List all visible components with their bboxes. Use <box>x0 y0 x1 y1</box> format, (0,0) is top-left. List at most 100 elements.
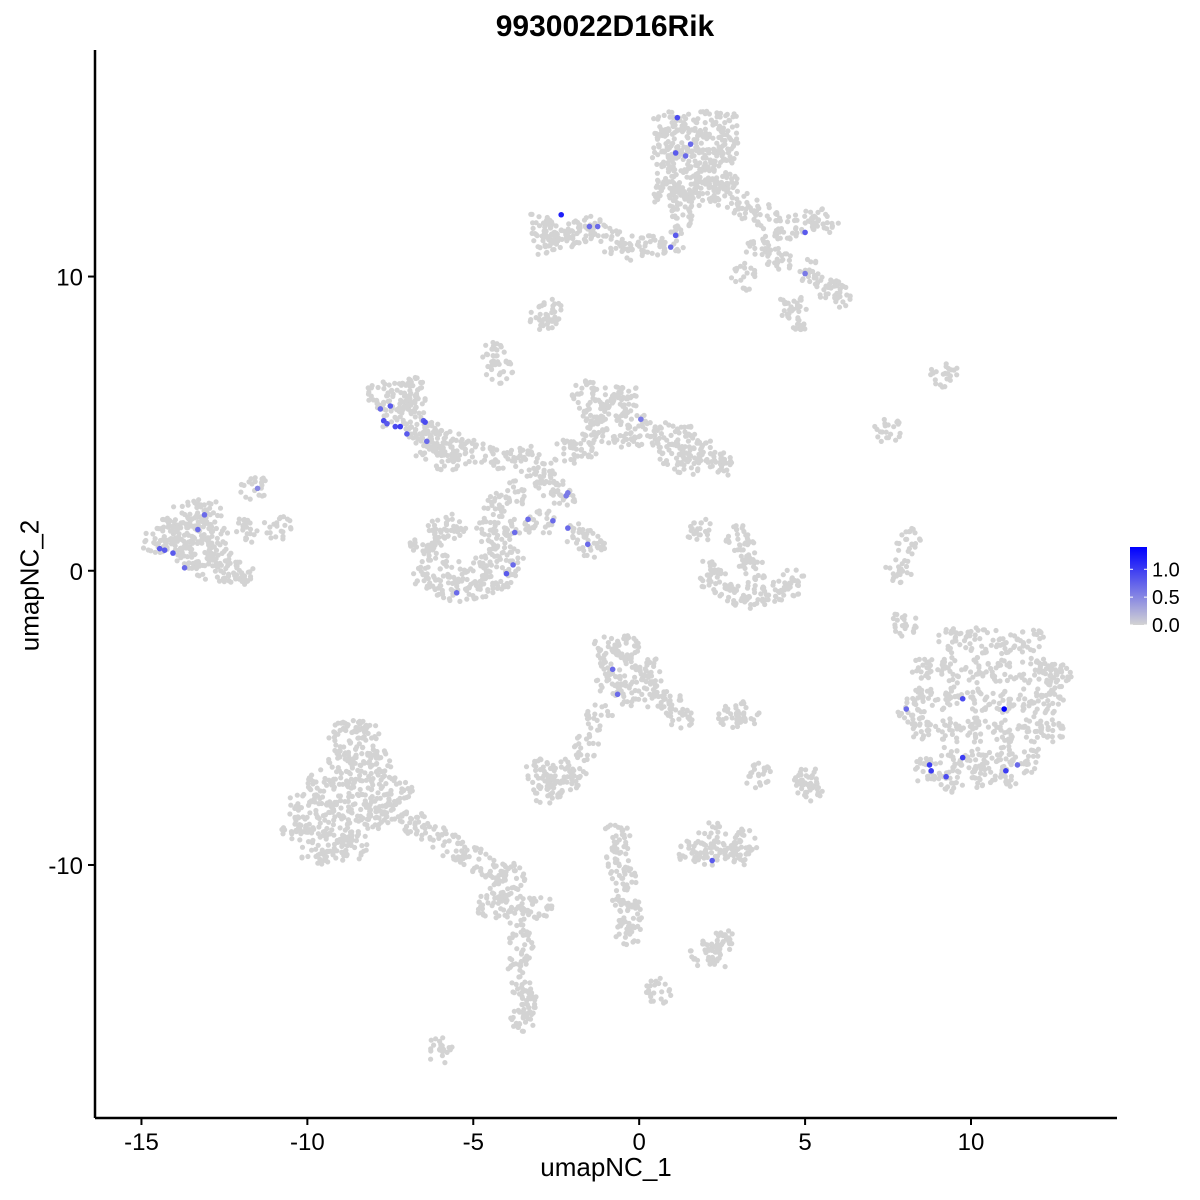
background-cell-point <box>294 792 300 798</box>
background-cell-point <box>903 529 909 535</box>
background-cell-point <box>355 767 361 774</box>
background-cell-point <box>1004 677 1011 684</box>
background-cell-point <box>497 370 504 376</box>
background-cell-point <box>683 145 689 151</box>
background-cell-point <box>623 683 629 689</box>
background-cell-point <box>208 501 214 507</box>
background-cell-point <box>535 251 541 257</box>
background-cell-point <box>280 536 286 542</box>
background-cell-point <box>785 219 791 225</box>
background-cell-point <box>375 825 381 832</box>
background-cell-point <box>1021 749 1027 755</box>
background-cell-point <box>355 829 361 835</box>
background-cell-point <box>544 786 550 792</box>
background-cell-point <box>687 175 694 181</box>
background-cell-point <box>436 534 442 540</box>
background-cell-point <box>974 720 980 726</box>
background-cell-point <box>462 441 468 447</box>
background-cell-point <box>675 437 681 443</box>
background-cell-point <box>576 521 582 527</box>
background-cell-point <box>436 591 442 598</box>
background-cell-point <box>194 572 201 578</box>
background-cell-point <box>214 535 220 541</box>
background-cell-point <box>725 706 731 712</box>
background-cell-point <box>228 579 234 585</box>
background-cell-point <box>201 520 207 526</box>
background-cell-point <box>549 231 555 237</box>
background-cell-point <box>420 548 426 554</box>
background-cell-point <box>697 526 703 532</box>
background-cell-point <box>314 793 321 799</box>
background-cell-point <box>731 142 737 148</box>
background-cell-point <box>628 242 634 248</box>
background-cell-point <box>388 764 394 770</box>
background-cell-point <box>629 393 635 399</box>
background-cell-point <box>140 545 147 551</box>
background-cell-point <box>715 469 721 475</box>
background-cell-point <box>827 229 833 235</box>
background-cell-point <box>326 809 332 816</box>
background-cell-point <box>362 833 368 839</box>
background-cell-point <box>407 419 413 425</box>
background-cell-point <box>671 136 677 142</box>
background-cell-point <box>1011 633 1018 639</box>
background-cell-point <box>232 573 238 579</box>
background-cell-point <box>521 493 527 499</box>
background-cell-point <box>819 788 825 794</box>
background-cell-point <box>715 202 722 208</box>
background-cell-point <box>1028 747 1034 753</box>
background-cell-point <box>682 204 688 210</box>
background-cell-point <box>1006 739 1012 745</box>
background-cell-point <box>590 380 596 386</box>
background-cell-point <box>563 235 569 241</box>
background-cell-point <box>398 382 404 388</box>
background-cell-point <box>685 125 691 131</box>
background-cell-point <box>434 435 441 441</box>
background-cell-point <box>518 917 524 923</box>
background-cell-point <box>1020 640 1026 646</box>
background-cell-point <box>567 787 574 793</box>
background-cell-point <box>917 721 923 727</box>
background-cell-point <box>601 540 608 546</box>
background-cell-point <box>495 520 501 526</box>
background-cell-point <box>435 517 441 523</box>
background-cell-point <box>634 413 640 419</box>
background-cell-point <box>213 525 219 532</box>
background-cell-point <box>422 565 428 571</box>
background-cell-point <box>678 424 684 430</box>
background-cell-point <box>587 734 593 740</box>
background-cell-point <box>688 193 694 199</box>
background-cell-point <box>1019 649 1025 655</box>
background-cell-point <box>751 601 758 608</box>
background-cell-point <box>639 441 645 447</box>
background-cell-point <box>608 245 614 251</box>
background-cell-point <box>875 434 881 440</box>
background-cell-point <box>744 780 750 786</box>
background-cell-point <box>373 805 379 811</box>
background-cell-point <box>896 547 902 553</box>
background-cell-point <box>198 538 204 544</box>
background-cell-point <box>378 819 384 825</box>
background-cell-point <box>455 840 461 846</box>
background-cell-point <box>384 393 390 399</box>
background-cell-point <box>793 567 799 573</box>
background-cell-point <box>1002 671 1008 678</box>
background-cell-point <box>722 141 728 147</box>
background-cell-point <box>711 188 717 194</box>
background-cell-point <box>489 376 495 382</box>
background-cell-point <box>709 559 715 565</box>
background-cell-point <box>433 555 439 561</box>
background-cell-point <box>630 696 637 702</box>
background-cell-point <box>593 397 599 403</box>
background-cell-point <box>669 173 675 179</box>
background-cell-point <box>664 444 670 450</box>
background-cell-point <box>593 419 599 425</box>
background-cell-point <box>356 735 362 741</box>
background-cell-point <box>752 273 758 280</box>
background-cell-point <box>339 816 345 822</box>
background-cell-point <box>536 223 543 229</box>
background-cell-point <box>259 476 265 482</box>
background-cell-point <box>1009 757 1015 764</box>
background-cell-point <box>403 421 410 427</box>
background-cell-point <box>528 449 534 455</box>
